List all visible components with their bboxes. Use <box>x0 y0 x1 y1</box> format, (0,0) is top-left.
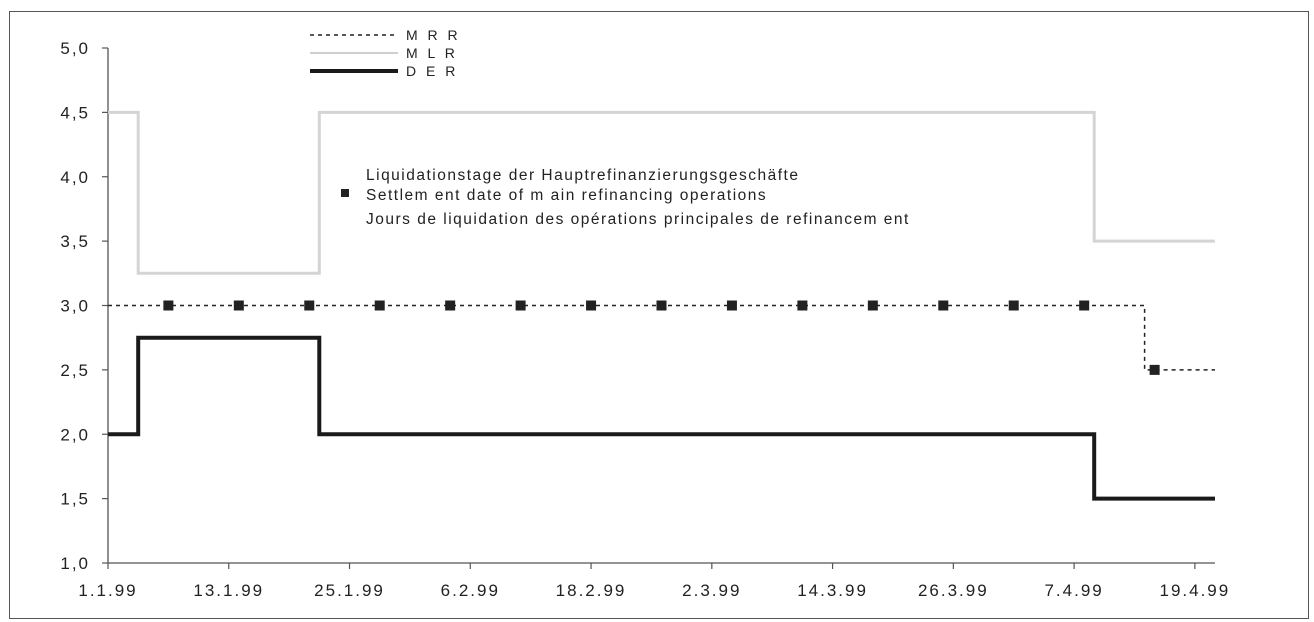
legend-label: M R R <box>406 27 461 43</box>
settlement-marker <box>1149 364 1160 375</box>
settlement-markers <box>163 300 1160 375</box>
x-tick-label: 25.1.99 <box>314 581 385 600</box>
annotation-line: Liquidationstage der Hauptrefinanzierung… <box>366 167 799 184</box>
settlement-marker <box>1079 300 1090 311</box>
y-tick-label: 4,0 <box>60 168 90 187</box>
annotation-marker <box>341 189 349 197</box>
annotation-line: Jours de liquidation des opérations prin… <box>366 211 910 228</box>
settlement-marker <box>797 300 808 311</box>
series-mlr-line <box>108 110 1215 275</box>
settlement-marker <box>656 300 667 311</box>
x-tick-label: 26.3.99 <box>918 581 989 600</box>
annotation: Liquidationstage der Hauptrefinanzierung… <box>341 167 910 228</box>
y-tick-label: 4,5 <box>60 103 90 122</box>
x-tick-label: 19.4.99 <box>1160 581 1231 600</box>
chart-frame <box>9 11 1309 619</box>
x-tick-label: 2.3.99 <box>682 581 741 600</box>
settlement-marker <box>1008 300 1019 311</box>
y-tick-label: 1,5 <box>60 490 90 509</box>
settlement-marker <box>586 300 597 311</box>
x-tick-label: 1.1.99 <box>78 581 137 600</box>
legend-label: M L R <box>406 45 458 61</box>
settlement-marker <box>726 300 737 311</box>
y-tick-label: 2,0 <box>60 425 90 444</box>
settlement-marker <box>515 300 526 311</box>
y-tick-label: 2,5 <box>60 361 90 380</box>
x-tick-label: 18.2.99 <box>556 581 627 600</box>
x-tick-label: 7.4.99 <box>1044 581 1103 600</box>
legend-label: D E R <box>406 63 458 79</box>
x-tick-label: 14.3.99 <box>797 581 868 600</box>
series-layer <box>108 110 1215 501</box>
settlement-marker <box>163 300 174 311</box>
settlement-marker <box>445 300 456 311</box>
y-tick-label: 3,5 <box>60 232 90 251</box>
settlement-marker <box>233 300 244 311</box>
legend: M R R M L R D E R <box>310 27 461 79</box>
settlement-marker <box>867 300 878 311</box>
settlement-marker <box>374 300 385 311</box>
y-tick-label: 5,0 <box>60 39 90 58</box>
series-der-line <box>108 335 1215 501</box>
annotation-line: Settlem ent date of m ain refinancing op… <box>366 187 767 204</box>
series-mrr-line <box>108 304 1215 371</box>
y-tick-label: 1,0 <box>60 554 90 573</box>
settlement-marker <box>304 300 315 311</box>
y-tick-label: 3,0 <box>60 297 90 316</box>
x-tick-label: 6.2.99 <box>441 581 500 600</box>
axes: 1,0 1,5 2,0 2,5 3,0 3,5 4,0 4,5 5,0 1.1.99 13.1.99… <box>60 39 1231 600</box>
x-tick-label: 13.1.99 <box>193 581 264 600</box>
settlement-marker <box>938 300 949 311</box>
